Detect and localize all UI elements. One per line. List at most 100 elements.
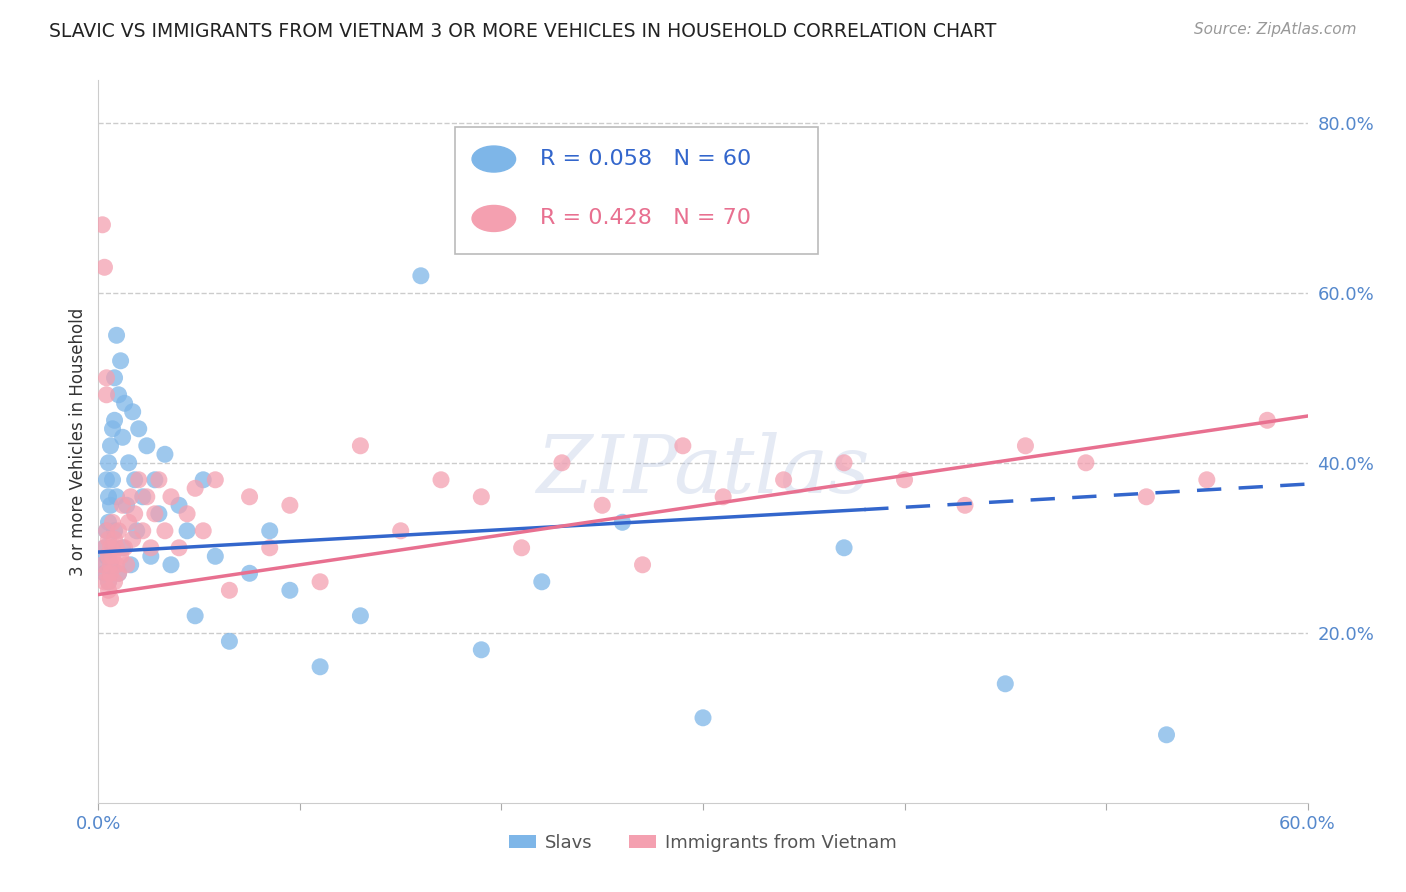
Point	[832, 456, 855, 470]
Point	[101, 516, 124, 530]
Point	[259, 541, 281, 555]
Point	[349, 608, 371, 623]
Point	[100, 541, 122, 555]
Point	[160, 490, 183, 504]
Point	[111, 430, 134, 444]
Point	[103, 524, 125, 538]
Point	[111, 498, 134, 512]
Point	[97, 583, 120, 598]
Point	[93, 566, 115, 581]
Point	[97, 490, 120, 504]
Circle shape	[472, 205, 516, 231]
Point	[100, 558, 122, 572]
Point	[97, 574, 120, 589]
Point	[278, 498, 301, 512]
Point	[430, 473, 453, 487]
Point	[143, 473, 166, 487]
Circle shape	[472, 146, 516, 172]
Text: R = 0.428   N = 70: R = 0.428 N = 70	[540, 209, 751, 228]
Point	[153, 524, 176, 538]
Point	[128, 422, 150, 436]
Point	[193, 524, 215, 538]
Point	[551, 456, 574, 470]
Point	[510, 541, 533, 555]
Point	[239, 490, 262, 504]
Point	[101, 422, 124, 436]
FancyBboxPatch shape	[456, 128, 818, 253]
Point	[101, 549, 124, 564]
Point	[692, 711, 714, 725]
Point	[110, 353, 132, 368]
Point	[1074, 456, 1097, 470]
Point	[132, 490, 155, 504]
Point	[100, 498, 122, 512]
Point	[148, 507, 170, 521]
Point	[114, 541, 136, 555]
Point	[1135, 490, 1157, 504]
Point	[139, 541, 162, 555]
Point	[97, 456, 120, 470]
Point	[470, 490, 492, 504]
Point	[148, 473, 170, 487]
Point	[93, 541, 115, 555]
Point	[91, 558, 114, 572]
Point	[96, 566, 118, 581]
Point	[612, 516, 634, 530]
Legend: Slavs, Immigrants from Vietnam: Slavs, Immigrants from Vietnam	[502, 826, 904, 859]
Point	[105, 328, 128, 343]
Point	[105, 490, 128, 504]
Point	[184, 481, 207, 495]
Point	[96, 388, 118, 402]
Point	[143, 507, 166, 521]
Point	[110, 549, 132, 564]
Point	[96, 524, 118, 538]
Point	[239, 566, 262, 581]
Y-axis label: 3 or more Vehicles in Household: 3 or more Vehicles in Household	[69, 308, 87, 575]
Point	[128, 473, 150, 487]
Point	[103, 533, 125, 547]
Point	[124, 473, 146, 487]
Point	[125, 524, 148, 538]
Point	[193, 473, 215, 487]
Point	[218, 583, 240, 598]
Point	[1195, 473, 1218, 487]
Point	[259, 524, 281, 538]
Point	[121, 533, 143, 547]
Point	[893, 473, 915, 487]
Text: SLAVIC VS IMMIGRANTS FROM VIETNAM 3 OR MORE VEHICLES IN HOUSEHOLD CORRELATION CH: SLAVIC VS IMMIGRANTS FROM VIETNAM 3 OR M…	[49, 22, 997, 41]
Point	[111, 541, 134, 555]
Point	[176, 524, 198, 538]
Point	[93, 260, 115, 275]
Point	[409, 268, 432, 283]
Point	[120, 490, 142, 504]
Point	[631, 558, 654, 572]
Point	[167, 541, 190, 555]
Point	[309, 660, 332, 674]
Text: R = 0.058   N = 60: R = 0.058 N = 60	[540, 149, 751, 169]
Point	[100, 591, 122, 606]
Point	[218, 634, 240, 648]
Point	[591, 498, 613, 512]
Point	[278, 583, 301, 598]
Point	[772, 473, 794, 487]
Text: ZIPatlas: ZIPatlas	[536, 432, 870, 509]
Point	[1156, 728, 1178, 742]
Point	[176, 507, 198, 521]
Point	[97, 516, 120, 530]
Point	[953, 498, 976, 512]
Text: Source: ZipAtlas.com: Source: ZipAtlas.com	[1194, 22, 1357, 37]
Point	[105, 558, 128, 572]
Point	[96, 371, 118, 385]
Point	[832, 541, 855, 555]
Point	[994, 677, 1017, 691]
Point	[115, 498, 138, 512]
Point	[135, 490, 157, 504]
Point	[204, 549, 226, 564]
Point	[96, 524, 118, 538]
Point	[103, 413, 125, 427]
Point	[103, 574, 125, 589]
Point	[115, 558, 138, 572]
Point	[349, 439, 371, 453]
Point	[470, 642, 492, 657]
Point	[97, 574, 120, 589]
